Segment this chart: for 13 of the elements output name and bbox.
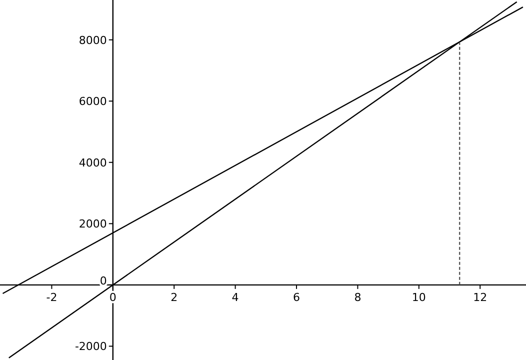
x-tick-label: 8	[354, 290, 362, 304]
y-tick-label: 0	[100, 274, 107, 288]
y-tick-label: 8000	[78, 34, 107, 47]
y-tick-label: -2000	[74, 340, 107, 354]
x-tick-label: 2	[170, 290, 178, 304]
x-tick-label: -2	[46, 290, 58, 304]
x-tick-label: 4	[232, 290, 239, 304]
x-tick-label: 10	[412, 290, 426, 304]
y-tick-label: 6000	[78, 95, 107, 108]
y-tick-label: 2000	[78, 218, 107, 231]
y-tick-label: 4000	[78, 156, 107, 170]
x-tick-label: 12	[473, 290, 488, 304]
x-tick-label: 6	[293, 290, 300, 304]
